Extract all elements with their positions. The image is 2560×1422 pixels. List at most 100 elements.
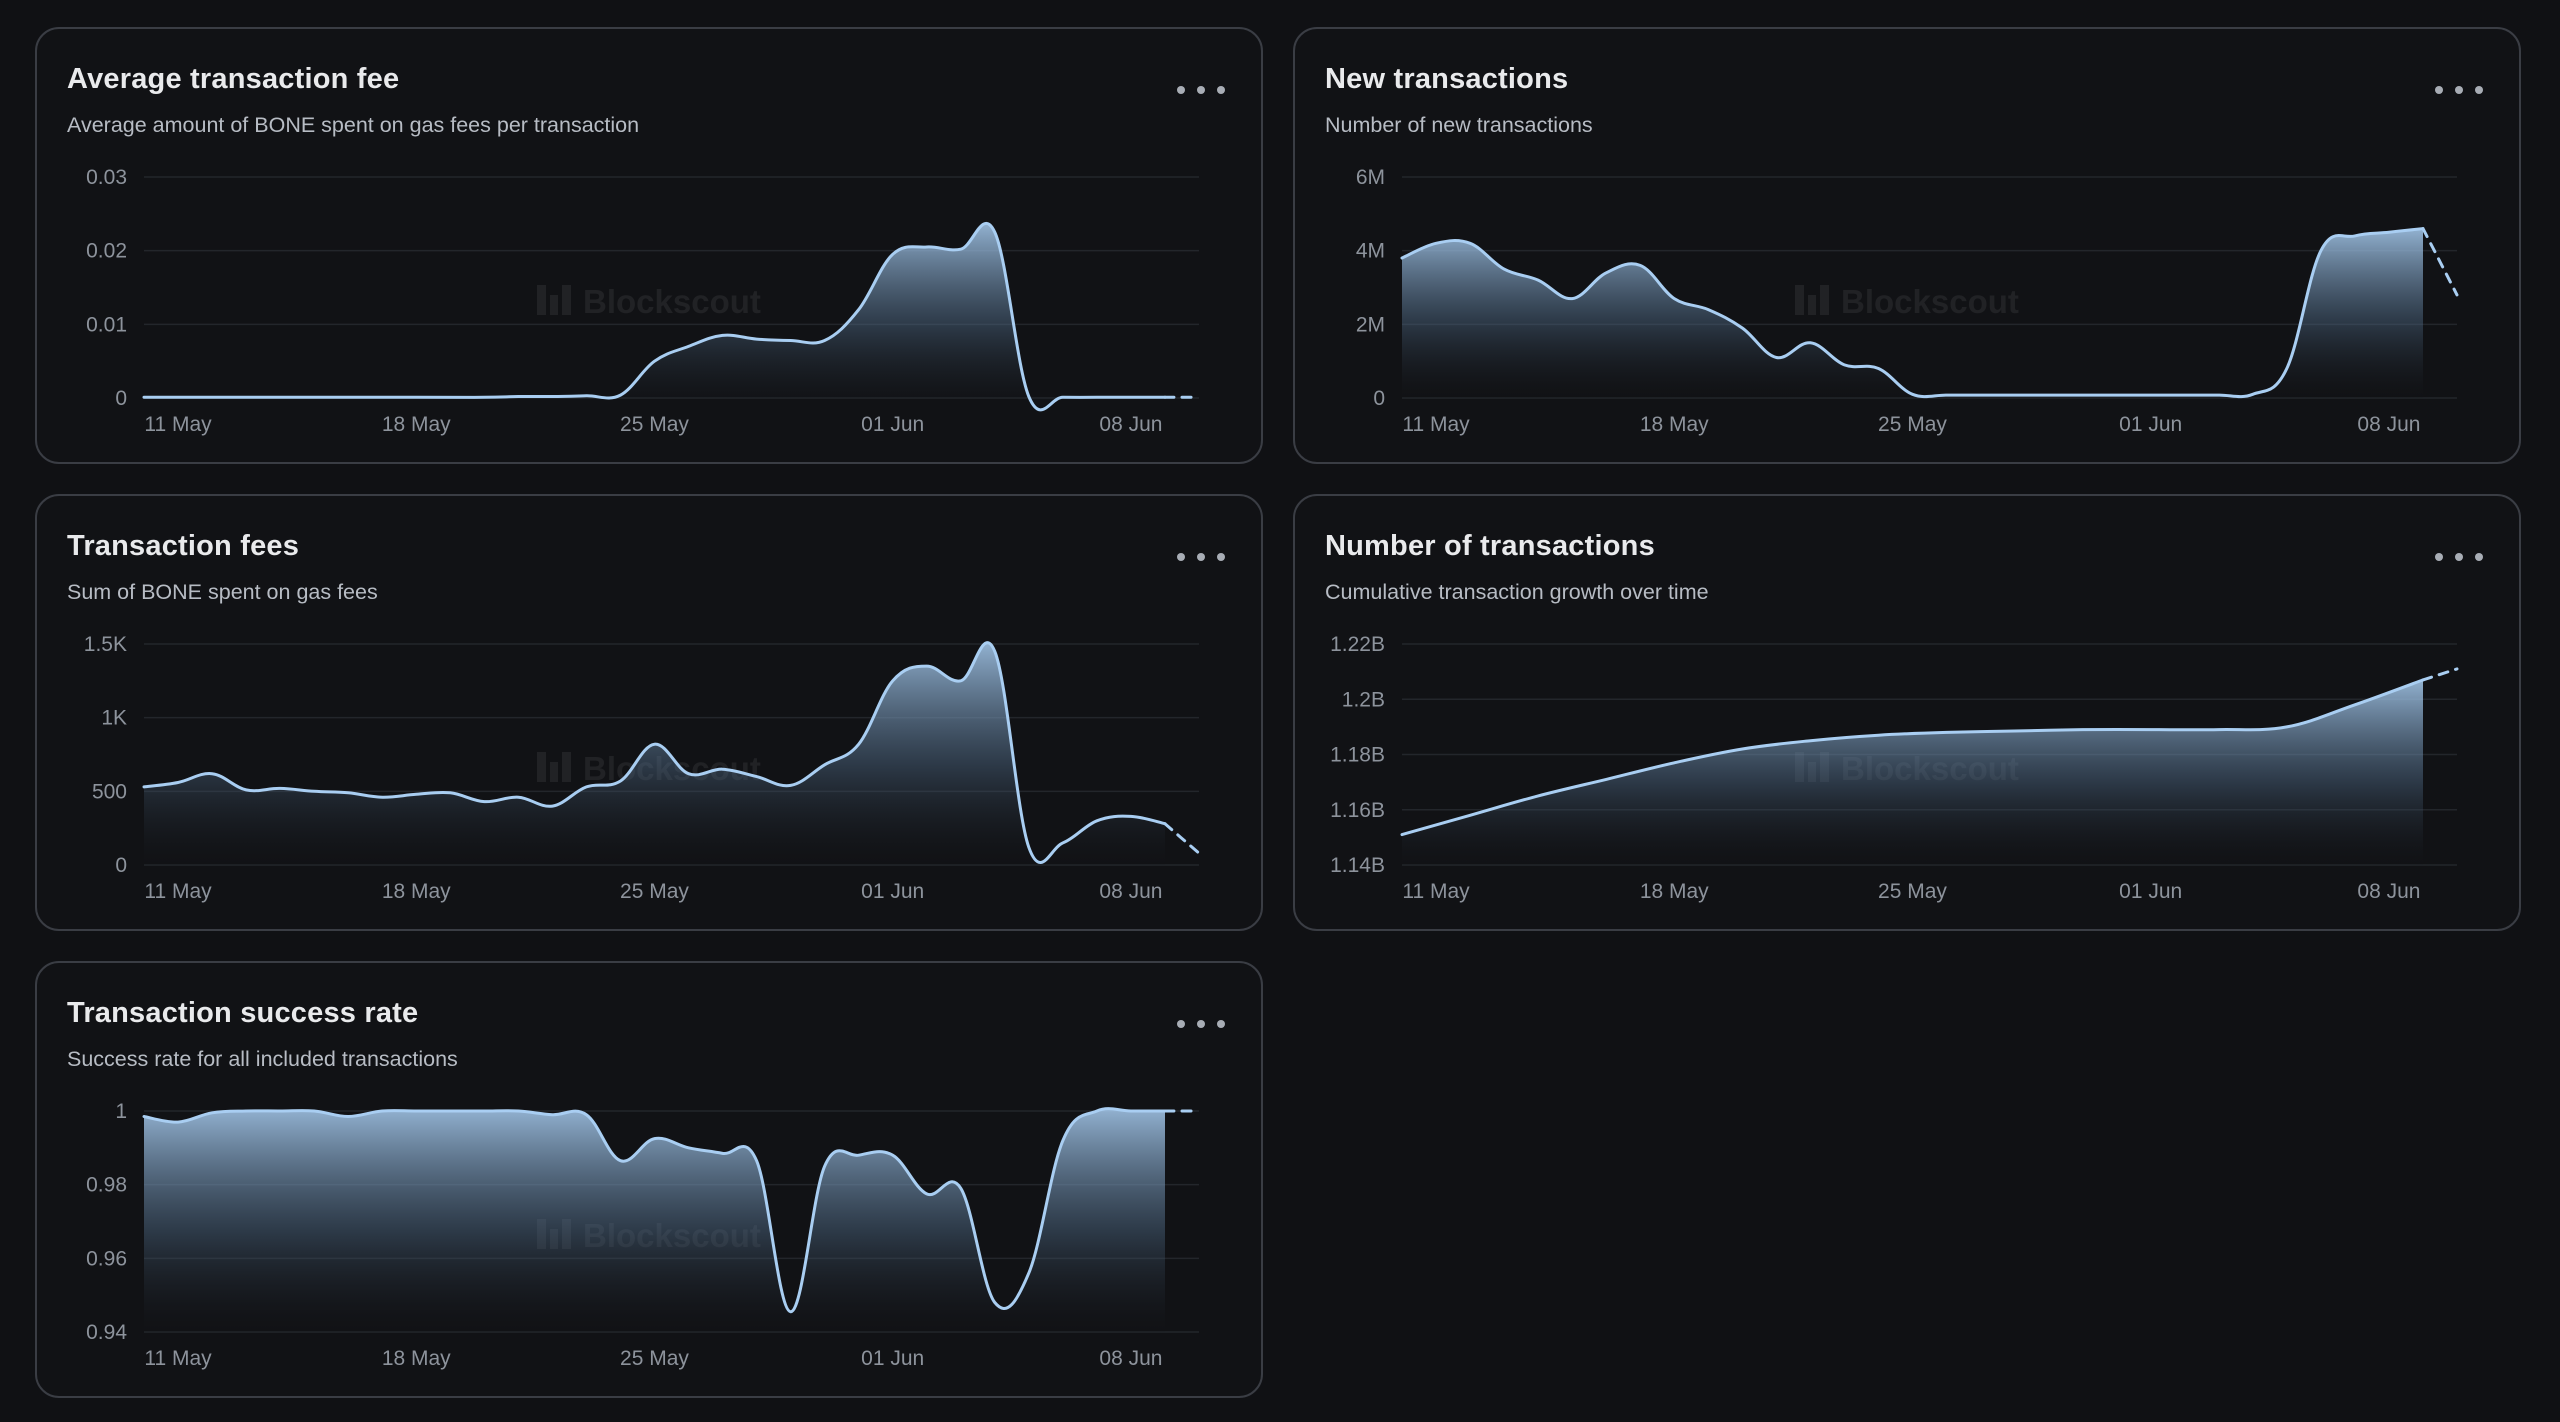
- data-point[interactable]: [140, 783, 148, 791]
- data-point[interactable]: [1127, 393, 1135, 401]
- data-point[interactable]: [753, 773, 761, 781]
- data-point[interactable]: [889, 677, 897, 685]
- data-point[interactable]: [140, 393, 148, 401]
- more-options-button[interactable]: [1177, 542, 1225, 572]
- data-point[interactable]: [1602, 775, 1610, 783]
- data-point[interactable]: [2283, 723, 2291, 731]
- data-point[interactable]: [2147, 726, 2155, 734]
- data-point[interactable]: [1093, 1107, 1101, 1115]
- data-point[interactable]: [174, 1118, 182, 1126]
- data-point[interactable]: [1025, 843, 1033, 851]
- data-point[interactable]: [140, 1113, 148, 1121]
- data-point[interactable]: [1127, 812, 1135, 820]
- data-point[interactable]: [2011, 727, 2019, 735]
- data-point[interactable]: [787, 781, 795, 789]
- chart-new-tx[interactable]: Blockscout 0 2M 4M 6M 11 May 18 May 25 May 01 Ju…: [1295, 29, 2521, 464]
- data-point[interactable]: [2419, 225, 2427, 233]
- data-point[interactable]: [276, 393, 284, 401]
- data-point[interactable]: [855, 306, 863, 314]
- data-point[interactable]: [1398, 831, 1406, 839]
- data-point[interactable]: [616, 777, 624, 785]
- data-point[interactable]: [2453, 665, 2461, 673]
- data-point[interactable]: [582, 392, 590, 400]
- data-point[interactable]: [957, 245, 965, 253]
- data-point[interactable]: [753, 1157, 761, 1165]
- data-point[interactable]: [2079, 391, 2087, 399]
- more-options-button[interactable]: [1177, 75, 1225, 105]
- data-point[interactable]: [378, 793, 386, 801]
- data-point[interactable]: [1195, 849, 1203, 857]
- data-point[interactable]: [719, 331, 727, 339]
- data-point[interactable]: [821, 337, 829, 345]
- data-point[interactable]: [310, 1107, 318, 1115]
- data-point[interactable]: [923, 243, 931, 251]
- data-point[interactable]: [1025, 393, 1033, 401]
- data-point[interactable]: [1432, 239, 1440, 247]
- data-point[interactable]: [276, 784, 284, 792]
- data-point[interactable]: [1534, 792, 1542, 800]
- data-point[interactable]: [446, 789, 454, 797]
- data-point[interactable]: [412, 790, 420, 798]
- data-point[interactable]: [753, 335, 761, 343]
- data-point[interactable]: [889, 1151, 897, 1159]
- data-point[interactable]: [548, 1111, 556, 1119]
- data-point[interactable]: [1943, 391, 1951, 399]
- data-point[interactable]: [2317, 247, 2325, 255]
- data-point[interactable]: [242, 1107, 250, 1115]
- data-point[interactable]: [821, 1162, 829, 1170]
- data-point[interactable]: [1093, 817, 1101, 825]
- data-point[interactable]: [855, 1151, 863, 1159]
- data-point[interactable]: [1704, 306, 1712, 314]
- data-point[interactable]: [548, 393, 556, 401]
- data-point[interactable]: [957, 1184, 965, 1192]
- data-point[interactable]: [2351, 232, 2359, 240]
- data-point[interactable]: [1195, 1107, 1203, 1115]
- data-point[interactable]: [480, 393, 488, 401]
- data-point[interactable]: [1466, 239, 1474, 247]
- data-point[interactable]: [991, 1299, 999, 1307]
- data-point[interactable]: [2453, 291, 2461, 299]
- data-point[interactable]: [1059, 393, 1067, 401]
- data-point[interactable]: [719, 765, 727, 773]
- data-point[interactable]: [1806, 339, 1814, 347]
- data-point[interactable]: [2181, 391, 2189, 399]
- data-point[interactable]: [2283, 365, 2291, 373]
- data-point[interactable]: [1772, 353, 1780, 361]
- data-point[interactable]: [1127, 1107, 1135, 1115]
- data-point[interactable]: [344, 1113, 352, 1121]
- data-point[interactable]: [991, 228, 999, 236]
- data-point[interactable]: [1738, 745, 1746, 753]
- data-point[interactable]: [1025, 1269, 1033, 1277]
- data-point[interactable]: [446, 1107, 454, 1115]
- data-point[interactable]: [208, 770, 216, 778]
- data-point[interactable]: [1602, 269, 1610, 277]
- data-point[interactable]: [548, 802, 556, 810]
- data-point[interactable]: [2385, 228, 2393, 236]
- more-options-button[interactable]: [2435, 542, 2483, 572]
- data-point[interactable]: [991, 647, 999, 655]
- data-point[interactable]: [616, 1157, 624, 1165]
- data-point[interactable]: [685, 1144, 693, 1152]
- data-point[interactable]: [2113, 391, 2121, 399]
- data-point[interactable]: [787, 1308, 795, 1316]
- data-point[interactable]: [1059, 1136, 1067, 1144]
- data-point[interactable]: [2011, 391, 2019, 399]
- data-point[interactable]: [208, 1109, 216, 1117]
- more-options-button[interactable]: [1177, 1009, 1225, 1039]
- data-point[interactable]: [1195, 393, 1203, 401]
- data-point[interactable]: [616, 391, 624, 399]
- data-point[interactable]: [1943, 728, 1951, 736]
- data-point[interactable]: [1806, 737, 1814, 745]
- data-point[interactable]: [514, 1107, 522, 1115]
- data-point[interactable]: [2045, 391, 2053, 399]
- data-point[interactable]: [310, 787, 318, 795]
- more-options-button[interactable]: [2435, 75, 2483, 105]
- data-point[interactable]: [821, 761, 829, 769]
- data-point[interactable]: [1840, 361, 1848, 369]
- data-point[interactable]: [685, 770, 693, 778]
- data-point[interactable]: [1670, 759, 1678, 767]
- data-point[interactable]: [650, 357, 658, 365]
- data-point[interactable]: [1908, 390, 1916, 398]
- data-point[interactable]: [957, 677, 965, 685]
